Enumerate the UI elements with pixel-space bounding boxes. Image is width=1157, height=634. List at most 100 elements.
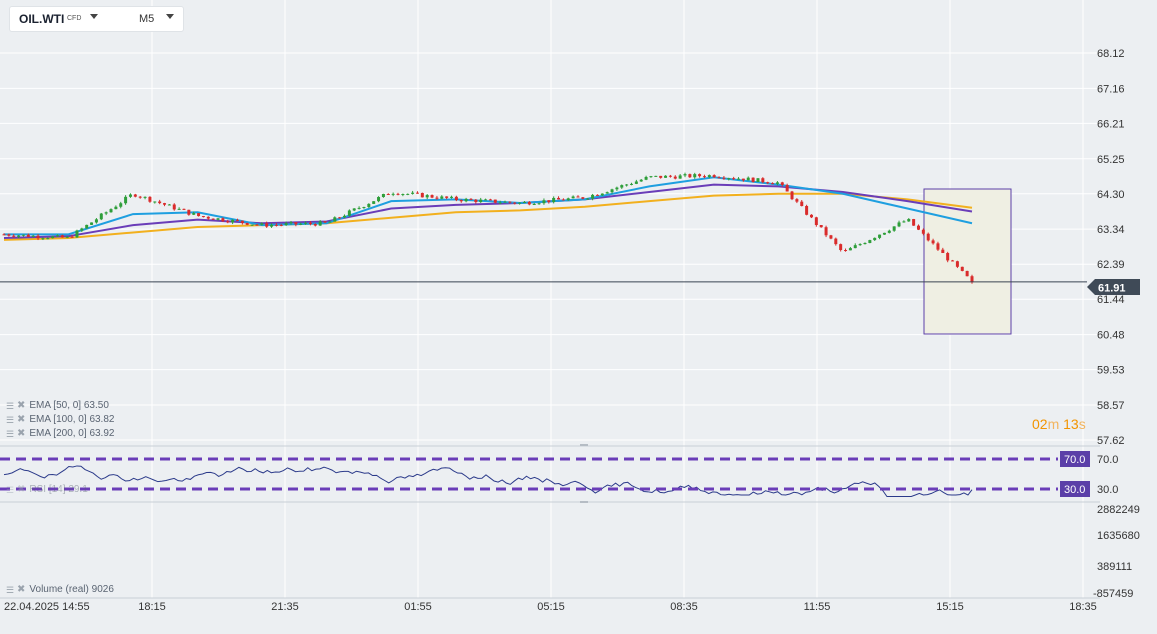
chevron-down-icon[interactable] <box>166 14 174 19</box>
close-icon[interactable]: ✖ <box>17 584 26 595</box>
countdown-seconds: 13 <box>1063 416 1079 432</box>
candle-body <box>693 174 697 178</box>
candle-body <box>362 207 366 209</box>
candle-body <box>323 221 327 223</box>
candle-body <box>921 229 925 234</box>
candle-body <box>493 199 497 203</box>
current-price-tag[interactable]: 61.91 <box>1087 279 1140 295</box>
close-icon[interactable]: ✖ <box>17 428 26 439</box>
candle-body <box>318 221 322 226</box>
candle-body <box>12 235 16 237</box>
candle-body <box>946 253 950 261</box>
candle-body <box>819 225 823 228</box>
close-icon[interactable]: ✖ <box>17 400 26 411</box>
timeframe-label[interactable]: M5 <box>139 13 155 25</box>
candle-body <box>737 178 741 180</box>
price-axis-label: 60.48 <box>1097 330 1125 342</box>
candle-body <box>177 208 181 210</box>
candle-body <box>605 192 609 194</box>
rsi-line <box>3 465 973 497</box>
menu-icon[interactable]: ☰ <box>6 414 15 425</box>
symbol-type: CFD <box>67 15 82 22</box>
close-icon[interactable]: ✖ <box>17 414 26 425</box>
candle-body <box>522 201 526 203</box>
candle-body <box>488 199 492 201</box>
candle-body <box>771 183 775 185</box>
candle-body <box>99 213 103 220</box>
menu-icon[interactable]: ☰ <box>6 400 15 411</box>
candle-body <box>391 193 395 195</box>
time-axis-label: 21:35 <box>271 601 299 613</box>
indicator-rsi[interactable]: ☰ ✖ RSI [14] 29.1 <box>6 484 88 495</box>
time-axis-label: 11:55 <box>804 601 831 613</box>
chevron-down-icon[interactable] <box>90 14 98 19</box>
candle-body <box>70 236 74 238</box>
price-axis-label: 58.57 <box>1097 400 1125 412</box>
candle-body <box>508 201 512 203</box>
price-axis-label: 59.53 <box>1097 365 1125 377</box>
candle-body <box>304 222 308 224</box>
time-axis-label: 05:15 <box>537 601 565 613</box>
indicator-label: EMA [100, 0] <box>29 414 87 426</box>
indicator-value: 63.82 <box>89 414 115 426</box>
candle-body <box>240 220 244 223</box>
candle-body <box>834 238 838 245</box>
candle-body <box>751 177 755 182</box>
candle-body <box>581 197 585 199</box>
candle-body <box>182 208 186 210</box>
rsi-lower-tag: 30.0 <box>1060 481 1090 497</box>
candle-body <box>916 225 920 230</box>
candle-body <box>464 198 468 202</box>
candle-body <box>357 207 361 209</box>
price-axis-label: 66.21 <box>1097 118 1125 130</box>
candle-body <box>844 250 848 252</box>
candle-body <box>445 196 449 198</box>
indicator-value: 29.1 <box>68 484 88 496</box>
symbol-selector[interactable]: OIL.WTI CFD M5 <box>10 7 183 31</box>
candle-body <box>941 249 945 254</box>
candle-body <box>639 179 643 182</box>
candle-body <box>284 223 288 225</box>
candle-body <box>702 176 706 178</box>
rsi-resize-handle-top[interactable] <box>580 444 588 446</box>
candle-body <box>396 193 400 195</box>
candle-body <box>717 177 721 179</box>
candle-body <box>970 276 974 283</box>
candle-body <box>308 222 312 224</box>
candle-body <box>274 224 278 226</box>
candle-body <box>600 193 604 196</box>
candle-body <box>347 210 351 216</box>
candle-body <box>683 174 687 176</box>
candle-body <box>615 187 619 190</box>
indicator-ema200[interactable]: ☰ ✖ EMA [200, 0] 63.92 <box>6 428 114 439</box>
time-axis: 22.04.2025 14:55 18:15 21:35 01:55 05:15 08:3… <box>4 601 1097 613</box>
indicator-ema100[interactable]: ☰ ✖ EMA [100, 0] 63.82 <box>6 414 114 425</box>
candle-body <box>109 209 113 213</box>
candle-body <box>897 222 901 227</box>
candle-body <box>629 183 633 185</box>
menu-icon[interactable]: ☰ <box>6 484 15 495</box>
close-icon[interactable]: ✖ <box>17 484 26 495</box>
rsi-resize-handle-bottom[interactable] <box>580 501 588 503</box>
price-axis: 68.12 67.16 66.21 65.25 64.30 63.34 62.39 61.44… <box>1097 48 1125 447</box>
price-axis-label: 63.34 <box>1097 224 1125 236</box>
highlight-rectangle[interactable] <box>923 188 1012 335</box>
menu-icon[interactable]: ☰ <box>6 584 15 595</box>
candle-body <box>128 194 132 197</box>
candle-body <box>518 202 522 204</box>
candle-body <box>595 194 599 196</box>
menu-icon[interactable]: ☰ <box>6 428 15 439</box>
candle-body <box>415 192 419 194</box>
candle-body <box>41 238 45 240</box>
candle-body <box>401 193 405 195</box>
candle-body <box>420 192 424 198</box>
indicator-volume[interactable]: ☰ ✖ Volume (real) 9026 <box>6 584 114 595</box>
candle-body <box>226 221 230 223</box>
candle-body <box>2 234 6 236</box>
candle-body <box>591 194 595 199</box>
indicator-value: 63.50 <box>83 400 109 412</box>
indicator-ema50[interactable]: ☰ ✖ EMA [50, 0] 63.50 <box>6 400 109 411</box>
candle-body <box>790 191 794 200</box>
